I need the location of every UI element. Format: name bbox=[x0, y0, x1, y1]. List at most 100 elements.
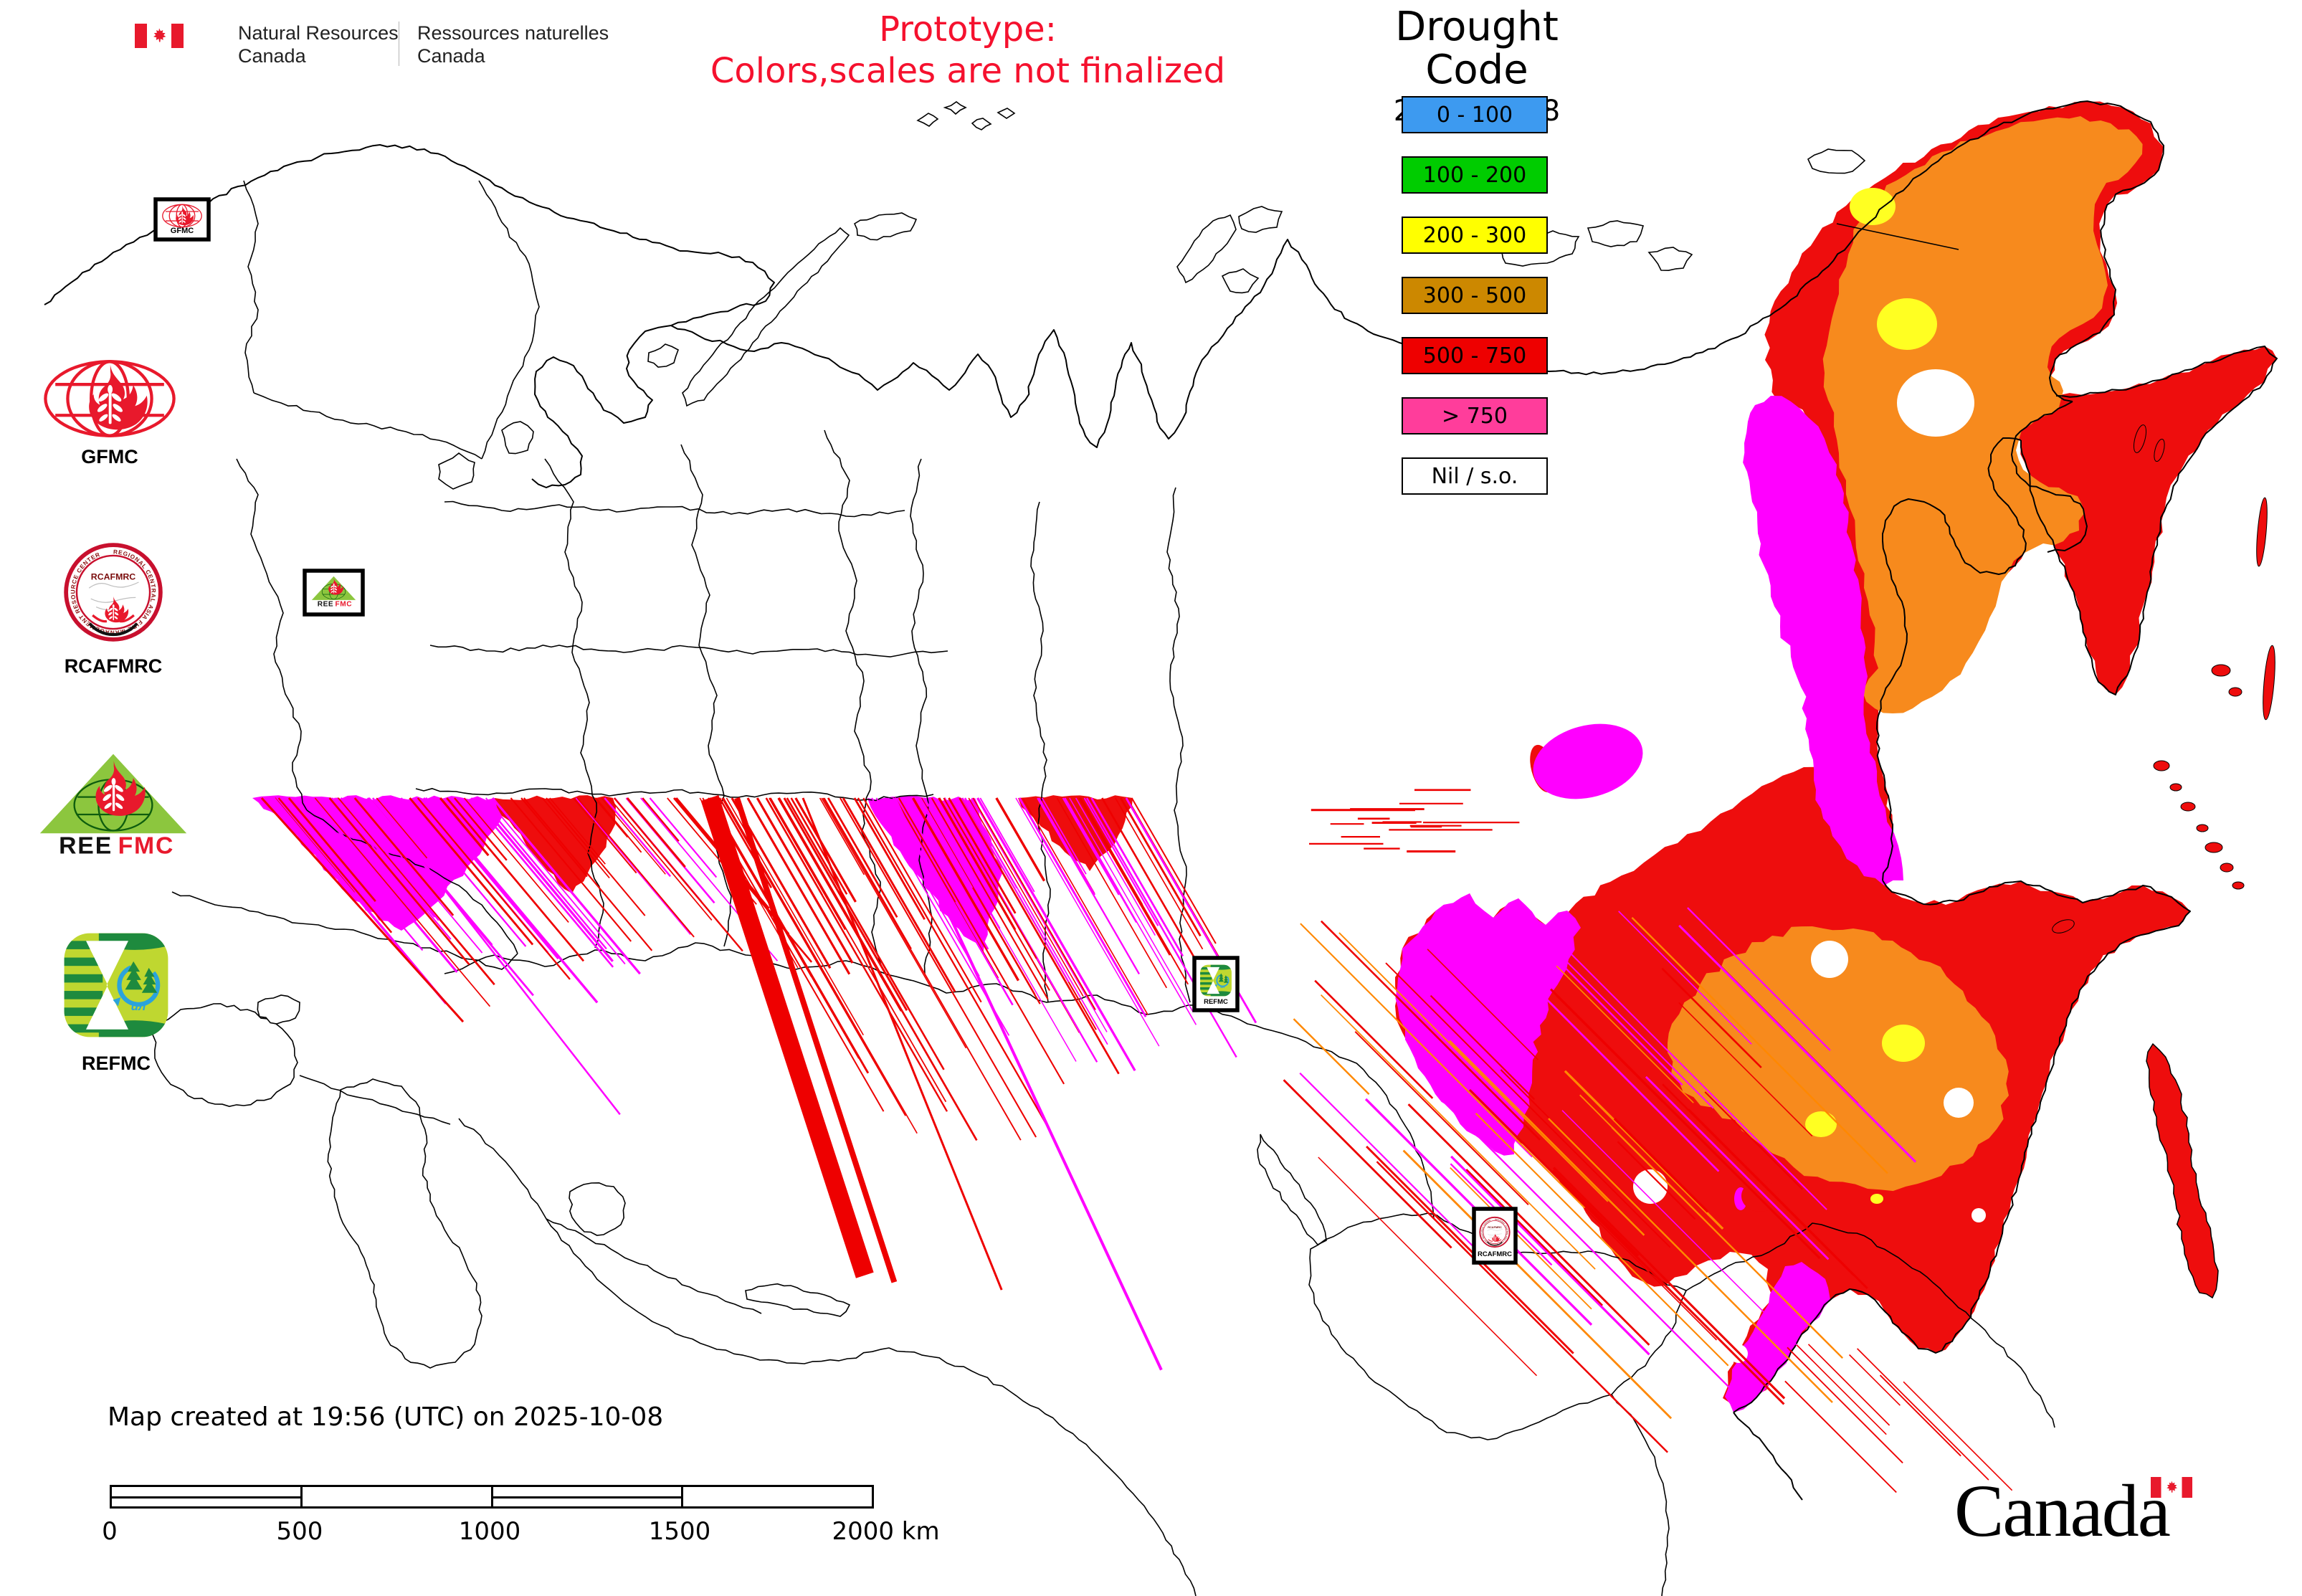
border-line bbox=[544, 458, 604, 949]
drought-region-orange-southeast bbox=[1668, 926, 2009, 1192]
drought-region-magenta-fringe-south bbox=[1725, 1262, 1830, 1412]
border-line bbox=[1363, 1069, 1435, 1220]
map-white-hole bbox=[1633, 1169, 1668, 1204]
border-mongolia bbox=[1308, 1212, 1687, 1440]
map-marker-label: REFMC bbox=[1204, 998, 1228, 1006]
gfmc-logo-icon bbox=[42, 358, 178, 439]
drought-island-red bbox=[2220, 863, 2234, 873]
drought-region-magenta-fringe-west bbox=[1395, 893, 1581, 1156]
scale-end-label: 2000 km bbox=[832, 1517, 940, 1546]
nrcan-en-line1: Natural Resources bbox=[238, 22, 399, 44]
lakes-and-islands bbox=[152, 101, 1866, 1369]
drought-island-red bbox=[2205, 842, 2223, 853]
scale-bar bbox=[110, 1485, 874, 1509]
legend-item-label: 100 - 200 bbox=[1422, 162, 1527, 188]
streak-cluster bbox=[1283, 907, 1917, 1453]
border-line bbox=[429, 645, 948, 657]
map-marker-label: RCAFMRC bbox=[1478, 1250, 1512, 1258]
coastline bbox=[670, 239, 1759, 448]
scale-tick-label: 1000 bbox=[458, 1517, 521, 1546]
streak-long bbox=[372, 797, 621, 1116]
drought-island-red bbox=[2133, 424, 2147, 453]
drought-spot-yellow bbox=[1805, 1111, 1837, 1137]
water-body-outline bbox=[745, 1283, 851, 1317]
streak-long bbox=[260, 797, 465, 1023]
legend-item-label: 0 - 100 bbox=[1436, 102, 1513, 128]
border-line bbox=[243, 180, 259, 394]
streak-long bbox=[734, 797, 898, 1283]
island-outline bbox=[1647, 247, 1693, 272]
border-line bbox=[253, 392, 482, 460]
map-created-text: Map created at 19:56 (UTC) on 2025-10-08 bbox=[108, 1402, 664, 1432]
drought-island-red bbox=[2180, 802, 2196, 812]
drought-island-red bbox=[2154, 438, 2165, 462]
prototype-line1: Prototype: bbox=[879, 9, 1057, 49]
coastline bbox=[44, 144, 680, 305]
drought-streak-wedge bbox=[867, 795, 1002, 952]
legend-item-100-200: 100 - 200 bbox=[1402, 156, 1548, 194]
border-line bbox=[299, 1075, 451, 1125]
canada-wordmark: Canada bbox=[1954, 1470, 2171, 1552]
nrcan-fr-line2: Canada bbox=[417, 45, 485, 67]
coastline bbox=[2020, 346, 2278, 695]
map-marker-label: GFMC bbox=[171, 227, 194, 235]
coastline bbox=[1875, 437, 2027, 881]
map-white-hole bbox=[1897, 369, 1974, 437]
drought-island-red bbox=[2228, 687, 2242, 697]
drought-spot-yellow bbox=[1877, 298, 1937, 350]
coastline bbox=[1733, 880, 2191, 1413]
scale-segment bbox=[493, 1487, 684, 1506]
drought-streak-wedge bbox=[495, 795, 616, 893]
drought-region-sakhalin bbox=[2146, 1042, 2219, 1299]
island-outline bbox=[1807, 148, 1866, 174]
drought-island-red bbox=[2153, 760, 2170, 771]
border-line bbox=[1685, 1222, 2055, 1428]
scale-segment bbox=[112, 1487, 303, 1506]
border-line bbox=[306, 809, 518, 954]
drought-island-red bbox=[2052, 919, 2075, 934]
scale-tick-label: 1500 bbox=[648, 1517, 711, 1546]
map-white-hole bbox=[1972, 1208, 1986, 1222]
border-line bbox=[1166, 487, 1191, 1003]
legend-item-200-300: 200 - 300 bbox=[1402, 217, 1548, 254]
streak-long bbox=[893, 797, 1163, 1371]
map-marker-rcafmrc: RCAFMRC bbox=[1472, 1207, 1518, 1265]
border-line bbox=[171, 891, 518, 970]
border-line bbox=[415, 788, 934, 802]
drought-island-red bbox=[2211, 664, 2231, 677]
coastline bbox=[1733, 1412, 1803, 1501]
island-outline bbox=[1176, 214, 1237, 284]
legend-item-label: Nil / s.o. bbox=[1431, 463, 1518, 489]
nrcan-en-line2: Canada bbox=[238, 45, 306, 67]
water-body-outline bbox=[152, 1003, 298, 1108]
drought-region-magenta-band bbox=[1743, 396, 1903, 885]
scale-tick-label: 500 bbox=[276, 1517, 323, 1546]
map-marker-gfmc: GFMC bbox=[153, 197, 211, 242]
rcafmrc-label: RCAFMRC bbox=[64, 655, 163, 677]
map-white-hole bbox=[1944, 1088, 1974, 1118]
gfmc-label: GFMC bbox=[81, 446, 138, 467]
prototype-notice: Prototype: Colors,scales are not finaliz… bbox=[609, 9, 1326, 92]
prototype-line2: Colors,scales are not finalized bbox=[710, 51, 1226, 91]
legend-item--750: > 750 bbox=[1402, 397, 1548, 434]
water-body-outline bbox=[327, 1078, 482, 1369]
streak-cluster bbox=[272, 797, 641, 1007]
scale-tick-label: 0 bbox=[102, 1517, 118, 1546]
legend-item-label: 500 - 750 bbox=[1422, 343, 1527, 369]
drought-spot-magenta-ellipse bbox=[1533, 723, 1643, 799]
map-white-hole bbox=[1811, 941, 1848, 978]
streak-cluster bbox=[871, 797, 1136, 1085]
canada-flag-icon bbox=[135, 24, 184, 48]
meridian-border-line bbox=[1836, 223, 1959, 250]
streak-long bbox=[1468, 1088, 1785, 1405]
island-outline bbox=[682, 227, 850, 407]
map-marker-refmc: REFMC bbox=[1192, 956, 1240, 1012]
drought-region-red-east bbox=[1395, 101, 2277, 1412]
rcafmrc-logo-icon bbox=[63, 542, 163, 642]
partner-map-markers: GFMC REFMC RCAFMRC bbox=[153, 197, 1518, 1265]
coastline bbox=[531, 250, 775, 488]
reefmc-logo-icon bbox=[36, 750, 191, 858]
border-line bbox=[680, 444, 732, 947]
water-body-outline bbox=[438, 452, 475, 490]
